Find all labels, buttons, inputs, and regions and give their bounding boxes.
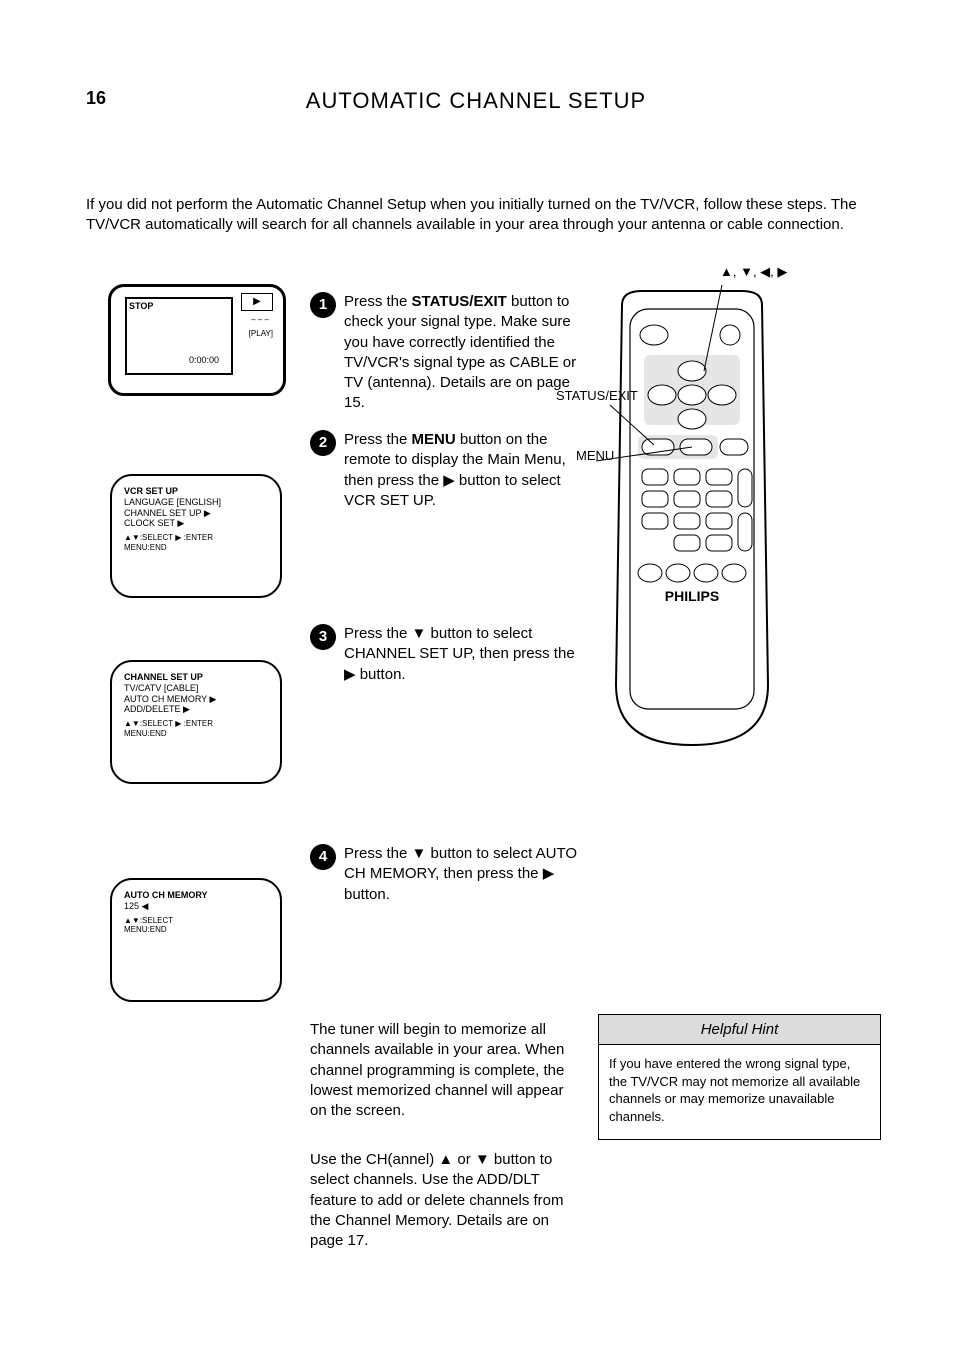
step-4: 4 Press the ▼ button to select AUTO CH M… bbox=[310, 844, 580, 905]
menu-header: VCR SET UP bbox=[124, 486, 268, 497]
menu-end-hint: MENU:END bbox=[124, 543, 268, 553]
remote-svg: PHILIPS bbox=[592, 285, 792, 755]
callout-status-exit: STATUS/EXIT bbox=[556, 389, 646, 403]
menu-screen-vcr-setup: VCR SET UP LANGUAGE [ENGLISH] CHANNEL SE… bbox=[110, 474, 282, 598]
helpful-hint-header: Helpful Hint bbox=[599, 1015, 880, 1045]
callout-menu: MENU bbox=[576, 449, 614, 463]
menu-select-hint: ▲▼:SELECT bbox=[124, 912, 268, 926]
page-title: AUTOMATIC CHANNEL SETUP bbox=[86, 88, 866, 114]
menu-header: AUTO CH MEMORY bbox=[124, 890, 268, 901]
status-counter: 0:00:00 bbox=[189, 355, 219, 366]
status-label-stop: STOP bbox=[129, 301, 153, 312]
menu-row: 125 ◀ bbox=[124, 901, 268, 912]
manual-page: 16 AUTOMATIC CHANNEL SETUP .............… bbox=[0, 0, 954, 1351]
after-paragraph-2: Use the CH(annel) ▲ or ▼ button to selec… bbox=[310, 1150, 580, 1251]
helpful-hint-box: Helpful Hint If you have entered the wro… bbox=[598, 1014, 881, 1140]
status-play-label: [PLAY] bbox=[249, 329, 273, 339]
title-divider-dots: ........................................… bbox=[86, 158, 882, 164]
step-body: Press the ▼ button to select CHANNEL SET… bbox=[344, 624, 580, 685]
helpful-hint-body: If you have entered the wrong signal typ… bbox=[599, 1045, 880, 1139]
step-body: Press the MENU button on the remote to d… bbox=[344, 430, 580, 511]
play-icon-box: ▶ bbox=[241, 293, 273, 311]
intro-paragraph: If you did not perform the Automatic Cha… bbox=[86, 195, 886, 236]
menu-row: LANGUAGE [ENGLISH] bbox=[124, 497, 268, 508]
status-pip: – – – bbox=[251, 315, 269, 325]
menu-row: AUTO CH MEMORY ▶ bbox=[124, 694, 268, 705]
callout-arrows: ▲, ▼, ◀, ▶ bbox=[720, 265, 787, 279]
step-number-badge: 1 bbox=[310, 292, 336, 318]
step-body: Press the ▼ button to select AUTO CH MEM… bbox=[344, 844, 580, 905]
step-number-badge: 4 bbox=[310, 844, 336, 870]
remote-control-illustration: ▲, ▼, ◀, ▶ STATUS/EXIT MENU bbox=[592, 285, 792, 755]
menu-row: TV/CATV [CABLE] bbox=[124, 683, 268, 694]
step-body: Press the STATUS/EXIT button to check yo… bbox=[344, 292, 580, 414]
menu-end-hint: MENU:END bbox=[124, 925, 268, 935]
menu-row: CHANNEL SET UP ▶ bbox=[124, 508, 268, 519]
step-3: 3 Press the ▼ button to select CHANNEL S… bbox=[310, 624, 580, 685]
menu-row: CLOCK SET ▶ bbox=[124, 518, 268, 529]
svg-text:PHILIPS: PHILIPS bbox=[665, 588, 719, 604]
menu-screen-channel-setup: CHANNEL SET UP TV/CATV [CABLE] AUTO CH M… bbox=[110, 660, 282, 784]
menu-end-hint: MENU:END bbox=[124, 729, 268, 739]
step-number-badge: 2 bbox=[310, 430, 336, 456]
after-paragraph-1: The tuner will begin to memorize all cha… bbox=[310, 1020, 580, 1121]
step-1: 1 Press the STATUS/EXIT button to check … bbox=[310, 292, 580, 414]
step-number-badge: 3 bbox=[310, 624, 336, 650]
menu-select-hint: ▲▼:SELECT ▶ :ENTER bbox=[124, 529, 268, 543]
menu-select-hint: ▲▼:SELECT ▶ :ENTER bbox=[124, 715, 268, 729]
menu-header: CHANNEL SET UP bbox=[124, 672, 268, 683]
menu-screen-auto-ch-memory: AUTO CH MEMORY 125 ◀ ▲▼:SELECT MENU:END bbox=[110, 878, 282, 1002]
menu-row: ADD/DELETE ▶ bbox=[124, 704, 268, 715]
status-screen-thumbnail: STOP 0:00:00 ▶ – – – [PLAY] bbox=[108, 284, 286, 396]
step-2: 2 Press the MENU button on the remote to… bbox=[310, 430, 580, 511]
